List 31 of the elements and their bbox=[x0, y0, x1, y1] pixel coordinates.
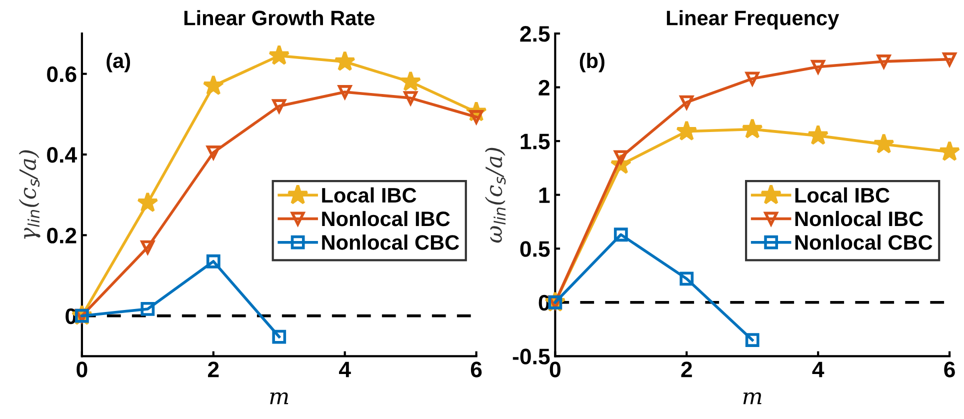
x-axis-title: m bbox=[743, 392, 762, 404]
annotation: (a) bbox=[106, 52, 130, 72]
y-tick-label: -0.5 bbox=[512, 348, 550, 364]
legend-label: Nonlocal CBC bbox=[322, 234, 460, 250]
y-tick-label: 0.2 bbox=[47, 228, 76, 244]
y-tick-label: 1.5 bbox=[520, 134, 550, 150]
x-tick-label: 6 bbox=[470, 362, 482, 378]
chart-title: Linear Growth Rate bbox=[184, 10, 374, 26]
x-tick-label: 4 bbox=[812, 362, 824, 378]
y-tick-label: 0.5 bbox=[520, 241, 550, 257]
x-tick-label: 2 bbox=[208, 362, 219, 378]
annotation: (b) bbox=[580, 52, 604, 72]
y-tick-label: 0.6 bbox=[47, 66, 76, 82]
y-tick-label: 1 bbox=[539, 188, 550, 203]
legend-label: Nonlocal IBC bbox=[322, 210, 450, 226]
x-tick-label: 0 bbox=[550, 362, 560, 378]
x-axis-title: m bbox=[270, 392, 288, 404]
x-tick-label: 6 bbox=[944, 362, 955, 378]
y-axis-title: γ$_{lin}$(c$_{s}$/a) bbox=[18, 150, 40, 239]
y-axis-title: ω$_{lin}$(c$_{s}$/a) bbox=[484, 148, 506, 243]
x-tick-label: 0 bbox=[76, 362, 88, 378]
legend-label: Local IBC bbox=[322, 187, 416, 203]
chart-title: Linear Frequency bbox=[666, 10, 840, 30]
legend-label: Local IBC bbox=[795, 187, 890, 203]
legend-label: Nonlocal CBC bbox=[795, 234, 932, 250]
y-tick-label: 2 bbox=[538, 80, 550, 96]
x-tick-label: 4 bbox=[339, 362, 351, 378]
y-tick-label: 0.4 bbox=[47, 147, 77, 163]
y-tick-label: 2.5 bbox=[520, 26, 550, 42]
x-tick-label: 2 bbox=[681, 362, 692, 378]
legend-label: Nonlocal IBC bbox=[795, 210, 924, 226]
